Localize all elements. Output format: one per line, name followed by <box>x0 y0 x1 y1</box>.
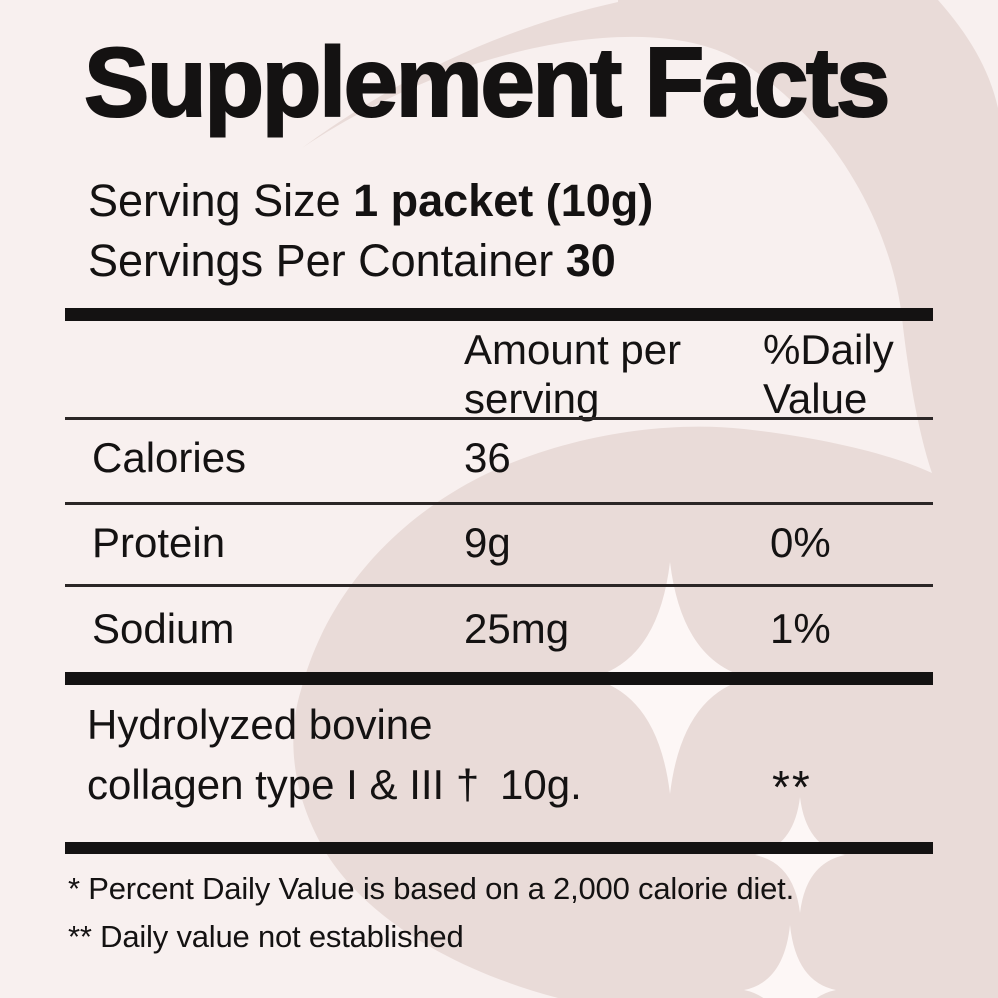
row-amount-protein: 9g <box>464 519 511 566</box>
ingredient-amount: 10g. <box>500 761 582 808</box>
row-divider-2 <box>65 502 933 505</box>
servings-per-container-value: 30 <box>565 235 616 286</box>
separator-bar-bottom <box>65 842 933 854</box>
row-label-calories: Calories <box>92 434 247 481</box>
footnote-daily-value: * Percent Daily Value is based on a 2,00… <box>68 871 794 906</box>
row-label-sodium: Sodium <box>92 605 235 652</box>
separator-bar-middle <box>65 672 933 685</box>
sparkle-bottom-shape <box>744 925 836 998</box>
serving-size-value: 1 packet (10g) <box>353 175 654 226</box>
row-dv-protein: 0% <box>770 519 831 566</box>
row-label-protein: Protein <box>92 519 226 566</box>
servings-per-container: Servings Per Container 30 <box>88 238 616 283</box>
footnote-not-established: ** Daily value not established <box>68 919 464 954</box>
page-title: Supplement Facts <box>83 27 892 137</box>
separator-bar-top <box>65 308 933 321</box>
ingredient-name-line2: collagen type I & III † <box>87 761 480 808</box>
servings-per-container-label: Servings Per Container <box>88 235 554 286</box>
row-amount-calories: 36 <box>464 434 511 481</box>
column-header-daily-value: %Daily Value <box>763 326 894 422</box>
ingredient-dv: ** <box>772 761 812 813</box>
row-divider-1 <box>65 417 933 420</box>
row-amount-sodium: 25mg <box>464 605 570 652</box>
serving-size-label: Serving Size <box>88 175 341 226</box>
column-header-amount: Amount per serving <box>464 326 682 422</box>
row-divider-3 <box>65 584 933 587</box>
ingredient-name-line1: Hydrolyzed bovine <box>87 701 433 748</box>
row-dv-sodium: 1% <box>770 605 831 652</box>
serving-size: Serving Size 1 packet (10g) <box>88 178 653 223</box>
